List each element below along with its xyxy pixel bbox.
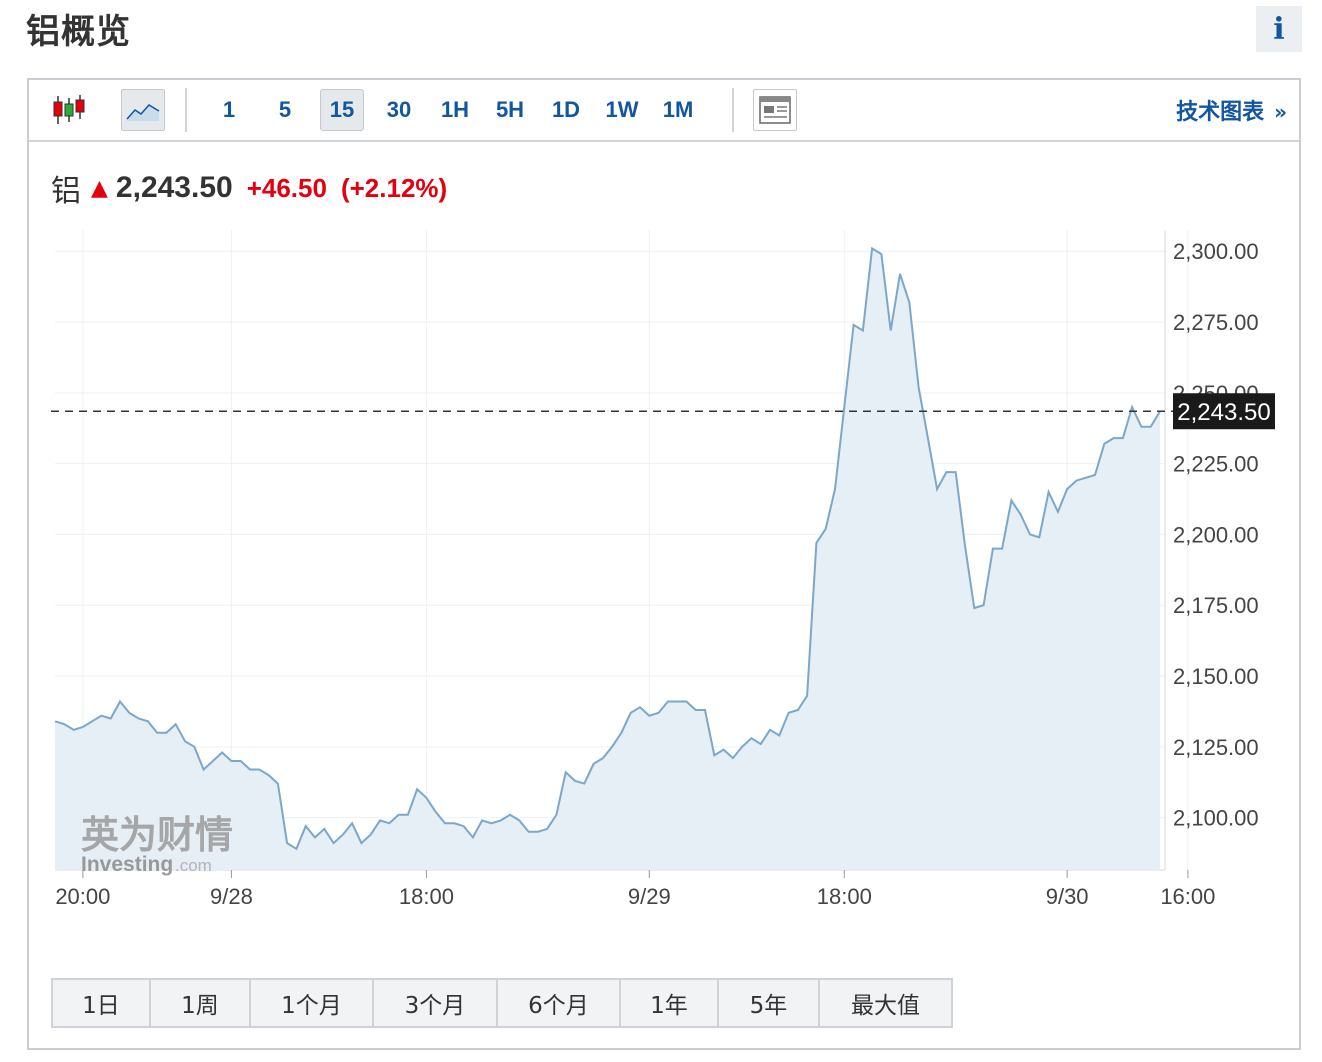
x-tick-label: 9/29 xyxy=(628,884,671,909)
watermark-suffix: .com xyxy=(175,856,212,875)
chart-widget: 1 5 15 30 1H 5H 1D 1W 1M 技术图表 » 铝 ▲ 2,243… xyxy=(27,78,1301,1050)
range-1-year[interactable]: 1年 xyxy=(621,980,719,1026)
period-1m[interactable]: 1M xyxy=(662,97,694,122)
quote-header: 铝 ▲ 2,243.50 +46.50 (+2.12%) xyxy=(51,166,447,210)
x-tick-label: 16:00 xyxy=(1160,884,1215,909)
candlestick-chart-button[interactable] xyxy=(45,89,93,131)
period-15[interactable]: 15 xyxy=(320,89,364,131)
price-change: +46.50 xyxy=(246,172,327,203)
y-tick-label: 2,125.00 xyxy=(1173,735,1259,760)
y-tick-label: 2,150.00 xyxy=(1173,664,1259,689)
technical-chart-link[interactable]: 技术图表 » xyxy=(1176,94,1287,126)
layout-button[interactable] xyxy=(753,89,797,131)
price-area xyxy=(55,248,1160,870)
range-max[interactable]: 最大值 xyxy=(851,993,920,1019)
range-5-years[interactable]: 5年 xyxy=(719,980,820,1026)
range-6-months[interactable]: 6个月 xyxy=(498,980,621,1026)
y-tick-label: 2,275.00 xyxy=(1173,310,1259,335)
instrument-name: 铝 xyxy=(51,174,81,209)
period-1w[interactable]: 1W xyxy=(605,97,639,122)
period-1[interactable]: 1 xyxy=(222,97,236,122)
period-30[interactable]: 30 xyxy=(386,97,412,122)
watermark-cn: 英为财情 xyxy=(81,813,233,857)
price-change-percent: (+2.12%) xyxy=(340,172,448,203)
table-layout-icon xyxy=(759,96,791,124)
current-price-tag-bg xyxy=(1173,393,1275,430)
x-tick-label: 20:00 xyxy=(55,884,110,909)
range-selector: 1日 1周 1个月 3个月 6个月 1年 5年 最大值 xyxy=(51,978,953,1028)
technical-chart-label: 技术图表 xyxy=(1176,100,1265,125)
candlestick-icon xyxy=(53,95,85,124)
price-line xyxy=(54,246,1161,851)
y-tick-label: 2,100.00 xyxy=(1173,806,1259,831)
chevron-right-icon: » xyxy=(1274,100,1287,124)
info-button[interactable]: i xyxy=(1256,6,1302,52)
watermark-en: Investing xyxy=(81,853,173,876)
chart-toolbar: 1 5 15 30 1H 5H 1D 1W 1M 技术图表 » xyxy=(29,80,1299,142)
x-axis: 20:00 9/28 18:00 9/29 18:00 9/30 16:00 xyxy=(55,870,1215,909)
range-3-months[interactable]: 3个月 xyxy=(374,980,498,1026)
line-chart-icon xyxy=(126,104,160,121)
last-price: 2,243.50 xyxy=(115,171,233,204)
line-chart-button[interactable] xyxy=(121,89,165,131)
investing-watermark: 英为财情 Investing .com xyxy=(81,813,233,876)
range-1-week[interactable]: 1周 xyxy=(151,980,251,1026)
toolbar-separator xyxy=(185,88,187,132)
current-price-tag: 2,243.50 xyxy=(1173,393,1275,430)
period-1d[interactable]: 1D xyxy=(551,97,581,122)
range-1-day[interactable]: 1日 xyxy=(53,980,151,1026)
y-tick-label: 2,200.00 xyxy=(1173,522,1259,547)
y-tick-label: 2,300.00 xyxy=(1173,239,1259,264)
y-axis: 2,300.002,275.002,250.002,225.002,200.00… xyxy=(1173,239,1259,830)
toolbar-separator xyxy=(732,88,734,132)
x-tick-label: 18:00 xyxy=(817,884,872,909)
x-tick-label: 9/28 xyxy=(210,884,253,909)
x-tick-label: 9/30 xyxy=(1046,884,1089,909)
price-chart[interactable]: 英为财情 Investing .com 2,300.002,275.002,25… xyxy=(29,80,1299,960)
period-1h[interactable]: 1H xyxy=(440,97,470,122)
range-1-month[interactable]: 1个月 xyxy=(251,980,374,1026)
y-tick-label: 2,225.00 xyxy=(1173,452,1259,477)
arrow-up-icon: ▲ xyxy=(91,175,108,201)
period-5h[interactable]: 5H xyxy=(495,97,525,122)
current-price-label: 2,243.50 xyxy=(1177,399,1270,426)
period-5[interactable]: 5 xyxy=(278,97,292,122)
y-tick-label: 2,175.00 xyxy=(1173,593,1259,618)
page-title: 铝概览 xyxy=(26,12,131,52)
x-tick-label: 18:00 xyxy=(399,884,454,909)
